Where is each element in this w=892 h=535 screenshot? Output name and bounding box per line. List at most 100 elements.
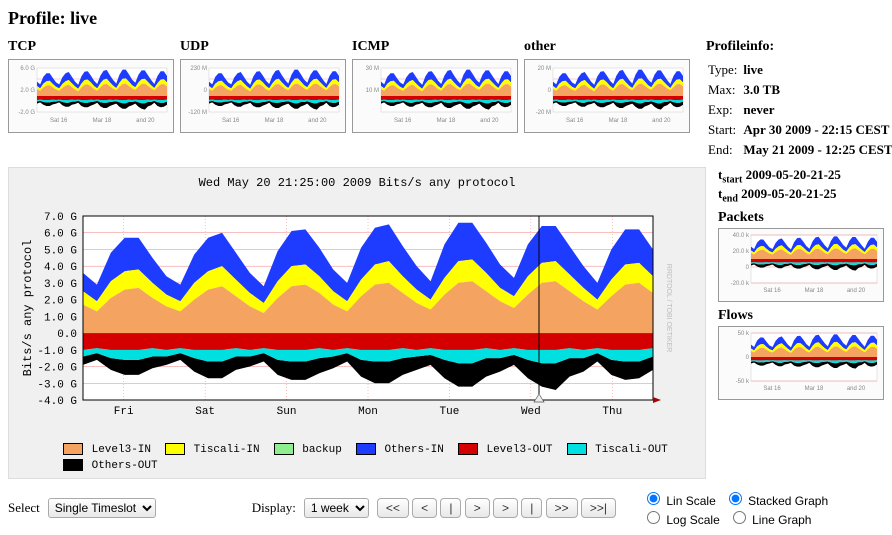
legend-item: Others-IN bbox=[356, 444, 444, 456]
nav-button[interactable]: > bbox=[493, 498, 518, 518]
svg-text:Sat 16: Sat 16 bbox=[50, 118, 68, 124]
svg-text:20 M: 20 M bbox=[538, 66, 551, 72]
nav-button[interactable]: > bbox=[465, 498, 490, 518]
proto-thumb-label: UDP bbox=[180, 39, 346, 55]
svg-text:0: 0 bbox=[204, 88, 208, 94]
svg-text:Sat 16: Sat 16 bbox=[763, 288, 781, 294]
svg-text:Bits/s any protocol: Bits/s any protocol bbox=[21, 240, 35, 377]
proto-thumb-tcp[interactable]: TCP6.0 G2.0 G-2.0 GSat 16Mar 18and 20 bbox=[8, 39, 174, 133]
svg-text:and 20: and 20 bbox=[652, 118, 671, 124]
svg-text:Thu: Thu bbox=[602, 406, 622, 418]
legend-item: Tiscali-IN bbox=[165, 444, 260, 456]
main-chart[interactable]: 7.0 G6.0 G5.0 G4.0 G3.0 G2.0 G1.0 G0.0-1… bbox=[13, 190, 673, 434]
profileinfo-heading: Profileinfo: bbox=[706, 39, 892, 55]
svg-text:Mar 18: Mar 18 bbox=[805, 386, 824, 392]
nav-button[interactable]: >>| bbox=[581, 498, 616, 518]
svg-text:30 M: 30 M bbox=[366, 66, 379, 72]
main-chart-panel: Wed May 20 21:25:00 2009 Bits/s any prot… bbox=[8, 167, 706, 479]
legend-item: Tiscali-OUT bbox=[567, 444, 668, 456]
svg-text:and 20: and 20 bbox=[847, 386, 866, 392]
radio-option[interactable]: Log Scale bbox=[642, 513, 720, 527]
legend-item: backup bbox=[274, 444, 342, 456]
info-key: Max: bbox=[708, 81, 741, 99]
svg-text:2.0 G: 2.0 G bbox=[20, 88, 35, 94]
display-label: Display: bbox=[252, 500, 296, 516]
packets-heading: Packets bbox=[718, 210, 884, 226]
nav-button[interactable]: << bbox=[377, 498, 409, 518]
info-value: live bbox=[743, 61, 892, 79]
info-key: Type: bbox=[708, 61, 741, 79]
info-value: Apr 30 2009 - 22:15 CEST bbox=[743, 121, 892, 139]
svg-text:Mar 18: Mar 18 bbox=[437, 118, 456, 124]
svg-text:Mar 18: Mar 18 bbox=[609, 118, 628, 124]
info-key: Start: bbox=[708, 121, 741, 139]
proto-thumb-other[interactable]: other 20 M 0 -20 M Sat 16 Mar 18 and 20 bbox=[524, 39, 690, 133]
svg-text:Sat 16: Sat 16 bbox=[222, 118, 240, 124]
nav-button-group: << < | > > | >> >>| bbox=[377, 498, 616, 518]
svg-text:-3.0 G: -3.0 G bbox=[37, 379, 77, 391]
thumbnail-row: TCP6.0 G2.0 G-2.0 GSat 16Mar 18and 20UDP… bbox=[8, 39, 884, 161]
nav-button[interactable]: | bbox=[521, 498, 542, 518]
info-key: End: bbox=[708, 141, 741, 159]
proto-thumb-icmp[interactable]: ICMP30 M10 MSat 16Mar 18and 20 bbox=[352, 39, 518, 133]
legend-item: Level3-OUT bbox=[458, 444, 553, 456]
legend-item: Level3-IN bbox=[63, 444, 151, 456]
tend-row: tend 2009-05-20-21-25 bbox=[718, 186, 884, 205]
proto-thumb-udp[interactable]: UDP 230 M 0 -120 M Sat 16 Mar 18 and 20 bbox=[180, 39, 346, 133]
svg-text:0: 0 bbox=[746, 265, 750, 271]
packets-thumb[interactable]: 40.0 k20.0 k0-20.0 kSat 16Mar 18and 20 bbox=[718, 228, 884, 302]
svg-text:-120 M: -120 M bbox=[188, 110, 207, 116]
flows-heading: Flows bbox=[718, 308, 884, 324]
range-select[interactable]: 1 week bbox=[304, 498, 369, 518]
svg-text:Sat 16: Sat 16 bbox=[763, 386, 781, 392]
timeslot-select[interactable]: Single Timeslot bbox=[48, 498, 156, 518]
svg-text:and 20: and 20 bbox=[308, 118, 327, 124]
svg-text:Sun: Sun bbox=[277, 406, 297, 418]
svg-text:Mar 18: Mar 18 bbox=[93, 118, 112, 124]
legend-item: Others-OUT bbox=[63, 460, 158, 472]
svg-text:20.0 k: 20.0 k bbox=[733, 249, 750, 255]
svg-text:-4.0 G: -4.0 G bbox=[37, 396, 77, 408]
svg-text:Wed: Wed bbox=[521, 406, 541, 418]
svg-text:6.0 G: 6.0 G bbox=[20, 66, 35, 72]
svg-text:Sat 16: Sat 16 bbox=[566, 118, 584, 124]
radio-option[interactable]: Lin Scale bbox=[642, 494, 716, 508]
tstart-row: tstart 2009-05-20-21-25 bbox=[718, 167, 884, 186]
radio-option[interactable]: Line Graph bbox=[728, 513, 812, 527]
svg-text:and 20: and 20 bbox=[847, 288, 866, 294]
svg-text:7.0 G: 7.0 G bbox=[44, 212, 77, 224]
page-title: Profile: live bbox=[8, 8, 884, 29]
chart-legend: Level3-IN Tiscali-IN backup Others-IN Le… bbox=[13, 438, 701, 474]
svg-text:0: 0 bbox=[548, 88, 552, 94]
svg-text:Mar 18: Mar 18 bbox=[265, 118, 284, 124]
svg-text:and 20: and 20 bbox=[136, 118, 155, 124]
info-value: 3.0 TB bbox=[743, 81, 892, 99]
profileinfo-panel: Profileinfo: Type:liveMax:3.0 TBExp:neve… bbox=[706, 39, 892, 161]
radio-option[interactable]: Stacked Graph bbox=[724, 494, 828, 508]
svg-text:Sat 16: Sat 16 bbox=[394, 118, 412, 124]
flows-thumb[interactable]: 50 k 0 -50 k Sat 16 Mar 18 and 20 bbox=[718, 326, 884, 400]
side-column: tstart 2009-05-20-21-25 tend 2009-05-20-… bbox=[718, 167, 884, 400]
svg-text:0: 0 bbox=[746, 355, 750, 361]
nav-button[interactable]: | bbox=[440, 498, 461, 518]
svg-text:Tue: Tue bbox=[440, 406, 460, 418]
select-label: Select bbox=[8, 500, 40, 516]
proto-thumb-label: ICMP bbox=[352, 39, 518, 55]
nav-button[interactable]: < bbox=[412, 498, 437, 518]
svg-text:3.0 G: 3.0 G bbox=[44, 279, 77, 291]
svg-text:-2.0 G: -2.0 G bbox=[18, 110, 35, 116]
svg-text:Mon: Mon bbox=[358, 406, 378, 418]
svg-text:-20 M: -20 M bbox=[536, 110, 551, 116]
svg-text:230 M: 230 M bbox=[190, 66, 207, 72]
main-chart-title: Wed May 20 21:25:00 2009 Bits/s any prot… bbox=[13, 172, 701, 190]
nav-button[interactable]: >> bbox=[546, 498, 578, 518]
svg-text:50 k: 50 k bbox=[738, 331, 750, 337]
svg-text:RRDTOOL / TOBI OETIKER: RRDTOOL / TOBI OETIKER bbox=[665, 264, 672, 352]
proto-thumb-label: other bbox=[524, 39, 690, 55]
info-value: never bbox=[743, 101, 892, 119]
svg-text:-50 k: -50 k bbox=[736, 379, 750, 385]
svg-text:Mar 18: Mar 18 bbox=[805, 288, 824, 294]
svg-text:5.0 G: 5.0 G bbox=[44, 245, 77, 257]
svg-text:0.0: 0.0 bbox=[57, 329, 77, 341]
svg-text:2.0 G: 2.0 G bbox=[44, 296, 77, 308]
